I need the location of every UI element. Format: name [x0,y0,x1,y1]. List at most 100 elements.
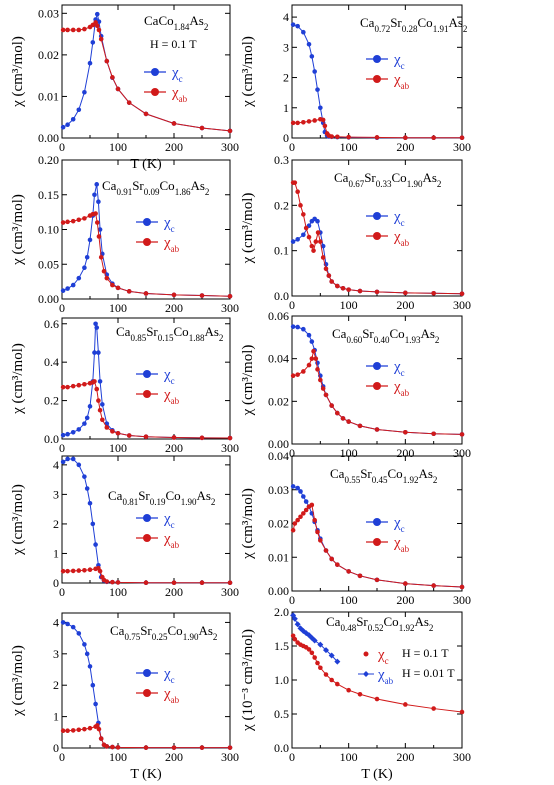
data-point [322,123,328,129]
data-point [87,664,93,669]
data-point [290,120,296,126]
data-point [98,736,104,741]
legend-marker [373,232,381,240]
data-point [290,324,296,329]
data-point [87,567,93,573]
series-line-ab [63,380,231,439]
data-point [97,407,103,413]
data-point [328,652,335,659]
data-point [84,651,90,657]
data-point [115,430,121,436]
x-tick-label: 100 [340,140,358,154]
x-tick-label: 100 [340,593,358,607]
data-point [346,134,351,140]
y-tick-label: 0.04 [268,352,289,366]
data-point [92,192,97,198]
data-point [84,415,90,421]
y-tick-label: 4 [53,615,59,629]
data-point [96,27,102,33]
data-point [70,218,76,224]
x-tick-label: 300 [453,593,471,607]
data-point [318,239,323,244]
data-point [346,287,351,292]
data-point [82,265,87,271]
legend-label: χc [163,666,175,685]
data-point [199,293,205,298]
y-tick-label: 0.02 [268,517,289,531]
data-point [403,581,408,586]
data-point [84,254,90,260]
x-tick-label: 100 [340,298,358,312]
legend-marker [373,362,381,370]
data-point [303,225,309,231]
data-point [340,285,346,291]
data-point [329,279,334,284]
chart-panel: 0 100 200 300 0 1 2 3 4 χ (cm³/mol) Ca0.81Sr0.19Co… [10,455,239,599]
data-point [126,100,132,105]
x-tick-label: 0 [289,298,295,312]
y-tick-label: 0.02 [268,394,289,408]
data-point [318,105,323,111]
data-point [94,182,100,187]
data-point [65,219,70,225]
data-point [94,723,100,728]
y-tick-label: 3 [283,40,289,54]
data-point [306,332,312,338]
data-point [171,580,177,586]
data-point [97,568,103,574]
data-point [96,199,101,204]
x-tick-label: 0 [59,140,65,154]
data-point [87,404,93,409]
data-point [290,484,296,489]
data-point [227,435,233,441]
x-tick-label: 300 [221,301,239,315]
data-point [326,273,332,278]
y-tick-label: 0.02 [38,48,59,62]
data-point [323,647,329,654]
legend-marker [363,651,369,657]
data-point [315,218,320,224]
data-point [110,282,115,288]
data-point [171,121,177,126]
legend-marker [373,382,381,390]
y-axis-label: χ (cm³/mol) [10,343,26,415]
y-tick-label: 3 [53,487,59,501]
data-point [295,189,300,195]
data-point [98,36,104,42]
y-tick-label: 2 [53,678,59,692]
data-point [87,725,93,731]
y-tick-label: 4 [53,458,59,472]
data-point [306,647,312,652]
legend-annotation: H = 0.1 T [402,646,449,660]
chart-panel: 0 100 200 300 0.0 0.1 0.2 0.3 χ (cm³/mol) Ca0.67S… [240,153,471,312]
x-tick-label: 0 [59,750,65,764]
data-point [82,642,87,647]
data-point [65,286,70,291]
panel-title: Ca0.72Sr0.28Co1.91As2 [360,15,467,34]
data-point [431,706,436,711]
data-point [298,203,303,208]
legend-marker [143,669,151,677]
data-point [110,744,115,750]
data-point [292,636,298,642]
data-point [431,431,436,437]
x-tick-label: 0 [289,140,295,154]
data-point [93,211,98,216]
data-point [335,562,340,567]
data-point [227,580,233,586]
y-tick-label: 0 [53,741,59,755]
data-point [98,254,104,260]
x-tick-label: 100 [109,750,127,764]
data-point [104,425,110,430]
data-point [70,429,76,435]
data-point [315,660,320,666]
data-point [199,125,205,131]
x-tick-label: 200 [396,593,414,607]
data-point [357,423,363,429]
legend-marker [143,238,151,246]
y-axis-label: χ (cm³/mol) [10,484,26,556]
data-point [104,275,110,281]
data-point [82,474,87,479]
